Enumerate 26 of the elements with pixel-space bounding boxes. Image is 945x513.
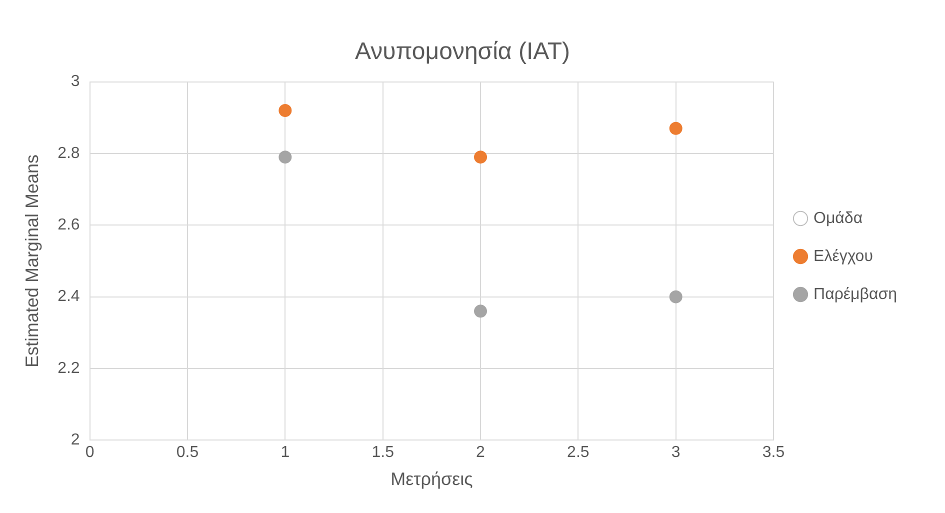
point <box>278 150 292 164</box>
legend-label: Ομάδα <box>814 210 863 227</box>
y-tick-label: 2.4 <box>58 288 80 306</box>
point <box>474 304 488 318</box>
x-tick-label: 2.5 <box>567 444 590 462</box>
x-tick-label: 1 <box>280 444 290 462</box>
y-tick-label: 2 <box>70 432 80 449</box>
x-tick-label: 3 <box>671 444 680 462</box>
y-tick-label: 2.8 <box>58 144 80 162</box>
y-tick-label: 2.2 <box>58 360 80 377</box>
y-tick-label: 3 <box>70 73 80 90</box>
point <box>669 290 682 304</box>
x-tick-label: 2 <box>476 444 486 462</box>
legend-label: Παρέμβαση <box>814 286 897 303</box>
point <box>474 150 488 164</box>
x-tick-label: 0.5 <box>176 444 199 462</box>
x-axis-title: Μετρήσεις <box>390 469 474 490</box>
y-tick-label: 2.6 <box>58 216 80 234</box>
legend-label: Ελέγχου <box>814 248 873 265</box>
chart-title: Ανυπομονησία (IAT) <box>354 38 570 66</box>
x-tick-label: 1.5 <box>372 444 394 462</box>
x-tick-label: 3.5 <box>762 444 785 462</box>
y-axis-title: Estimated Marginal Means <box>22 154 42 368</box>
point <box>278 104 292 117</box>
x-tick-label: 0 <box>85 444 94 462</box>
point <box>669 122 682 135</box>
